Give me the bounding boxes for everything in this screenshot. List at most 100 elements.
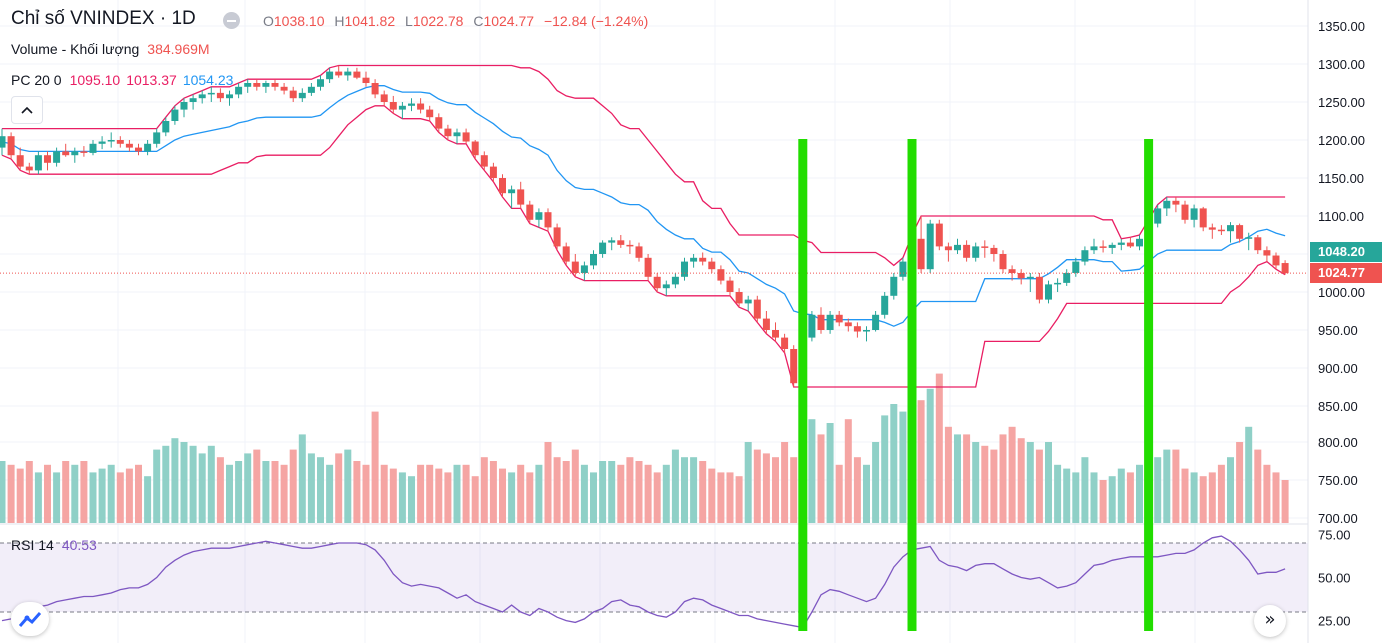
candle-body: [125, 143, 133, 148]
candle-body: [244, 83, 252, 87]
rsi-value: 40.53: [61, 537, 97, 553]
minimize-icon[interactable]: [223, 12, 240, 29]
candle-body: [253, 83, 261, 87]
candle-body: [198, 94, 206, 99]
candle-body: [826, 314, 834, 330]
signal-marker: [907, 139, 917, 631]
rsi-legend[interactable]: RSI 14 40.53: [11, 537, 97, 553]
volume-bar: [1245, 426, 1253, 523]
volume-bar: [963, 434, 971, 523]
channel-upper-line: [2, 64, 1286, 267]
candle-body: [53, 151, 61, 163]
volume-bar: [1054, 464, 1062, 523]
volume-bar: [1008, 426, 1016, 523]
price-tick-label: 750.00: [1318, 473, 1358, 488]
candle-body: [426, 109, 434, 118]
volume-bar: [1072, 472, 1080, 523]
volume-bar: [25, 461, 33, 523]
volume-bar: [226, 464, 233, 523]
candle-body: [617, 240, 625, 245]
candle-body: [635, 246, 643, 258]
volume-bar: [544, 442, 552, 523]
candle-body: [380, 94, 388, 102]
volume-bar: [708, 468, 716, 523]
symbol-title[interactable]: Chỉ số VNINDEX · 1D: [11, 8, 196, 29]
candle-body: [808, 314, 816, 338]
volume-bar: [881, 415, 889, 523]
volume-bar: [380, 464, 388, 523]
volume-bar: [626, 457, 634, 523]
candle-body: [435, 117, 443, 129]
rsi-tick-label: 50.00: [1318, 571, 1351, 586]
candle-body: [517, 189, 525, 205]
rsi-tick-label: 25.00: [1318, 614, 1351, 629]
candle-body: [817, 314, 825, 330]
candle-body: [653, 276, 661, 289]
candle-body: [508, 189, 516, 194]
volume-bar: [1099, 480, 1107, 523]
volume-bar: [180, 442, 188, 523]
volume-bar: [1190, 472, 1198, 523]
low-value: 1022.78: [412, 13, 464, 29]
channel-mid-price-tag: 1048.20: [1310, 242, 1382, 262]
candle-body: [317, 79, 324, 87]
candle-body: [553, 227, 561, 247]
candle-body: [926, 223, 934, 270]
price-tick-label: 1000.00: [1318, 285, 1365, 300]
volume-bar: [98, 468, 106, 523]
volume-bar: [189, 445, 197, 523]
candle-body: [917, 238, 925, 270]
candle-body: [835, 314, 843, 323]
candle-body: [171, 109, 179, 121]
candle-body: [1190, 208, 1198, 220]
candle-body: [1072, 261, 1080, 273]
volume-bar: [853, 457, 861, 523]
candle-body: [262, 83, 270, 87]
volume-bar: [235, 461, 243, 523]
volume-bar: [1281, 480, 1289, 523]
candle-body: [207, 92, 215, 95]
candle-body: [608, 240, 616, 243]
volume-bar: [489, 461, 497, 523]
volume-bar: [699, 461, 707, 523]
candle-body: [890, 276, 898, 296]
volume-bar: [7, 464, 15, 523]
candle-body: [89, 143, 97, 153]
high-value: 1041.82: [344, 13, 396, 29]
price-channel-legend[interactable]: PC 20 0 1095.10 1013.37 1054.23: [11, 72, 233, 88]
scroll-to-realtime-button[interactable]: »: [1254, 605, 1286, 637]
pc-lower-value: 1013.37: [126, 72, 177, 88]
chevron-up-icon: [21, 106, 33, 114]
volume-bar: [371, 411, 379, 523]
channel-mid-line: [1, 85, 1286, 327]
candle-body: [235, 86, 243, 95]
volume-bar: [125, 468, 133, 523]
volume-bar: [462, 464, 470, 523]
candle-body: [34, 155, 42, 171]
candle-body: [0, 136, 6, 148]
volume-bar: [1090, 472, 1098, 523]
volume-bar: [444, 472, 452, 523]
collapse-legend-button[interactable]: [11, 96, 43, 124]
candle-body: [1126, 242, 1134, 247]
candle-body: [1272, 255, 1280, 266]
candle-body: [990, 247, 998, 254]
volume-legend[interactable]: Volume - Khối lượng 384.969M: [11, 41, 210, 57]
volume-bar: [453, 464, 461, 523]
candle-body: [999, 254, 1007, 270]
volume-bar: [135, 464, 142, 523]
volume-bar: [671, 449, 679, 523]
volume-bar: [1017, 438, 1025, 523]
candle-body: [162, 121, 170, 133]
volume-bar: [389, 468, 397, 523]
candle-body: [690, 257, 698, 262]
volume-bar: [681, 457, 688, 523]
candle-body: [872, 314, 880, 330]
double-chevron-right-icon: »: [1264, 609, 1276, 630]
candle-body: [1163, 200, 1171, 209]
volume-bar: [717, 472, 725, 523]
tradingview-logo[interactable]: [11, 602, 49, 636]
candle-body: [216, 92, 224, 99]
price-tick-label: 800.00: [1318, 435, 1358, 450]
